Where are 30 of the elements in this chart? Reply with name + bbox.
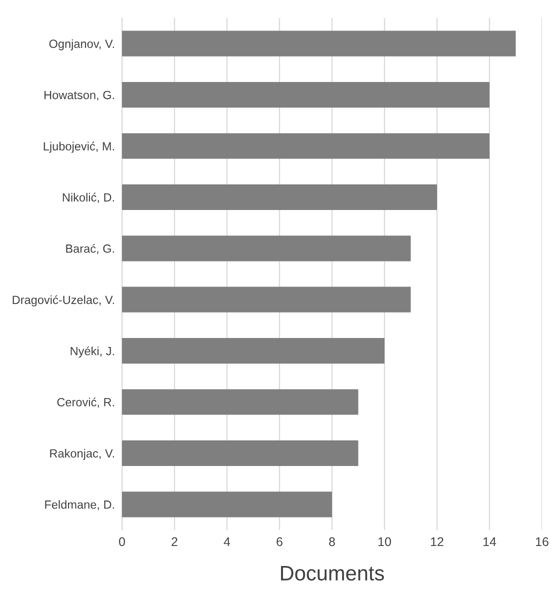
y-tick-label: Feldmane, D. (45, 500, 114, 510)
bar (122, 389, 358, 415)
y-tick-label: Ognjanov, V. (49, 39, 114, 50)
x-tick-label: 6 (276, 537, 282, 546)
y-tick-label: Howatson, G. (44, 90, 114, 101)
y-tick-label: Ljubojević, M. (44, 142, 114, 153)
y-tick-label: Nyéki, J. (70, 346, 114, 358)
x-tick-label: 14 (484, 537, 496, 546)
bar (122, 133, 490, 159)
bar (122, 30, 516, 56)
bar (122, 440, 358, 466)
bar (122, 492, 332, 518)
bar (122, 184, 437, 210)
x-tick-label: 2 (172, 537, 178, 546)
x-axis-title: Documents (281, 566, 384, 581)
y-tick-label: Nikolić, D. (62, 192, 114, 203)
x-tick-label: 12 (431, 537, 444, 546)
y-tick-label: Rakonjac, V. (50, 448, 114, 460)
bar (122, 286, 411, 312)
x-tick-label: 10 (378, 537, 391, 546)
bar (122, 82, 490, 108)
y-tick-label: Barać, G. (66, 244, 114, 254)
x-tick-label: 0 (119, 537, 125, 546)
bar (122, 338, 384, 364)
x-tick-label: 16 (536, 537, 548, 546)
x-tick-label: 8 (329, 537, 335, 546)
y-tick-label: Cerović, R. (57, 398, 114, 408)
x-tick-label: 4 (224, 537, 230, 546)
bar (122, 236, 411, 262)
y-tick-label: Dragović-Uzelac, V. (12, 295, 114, 306)
